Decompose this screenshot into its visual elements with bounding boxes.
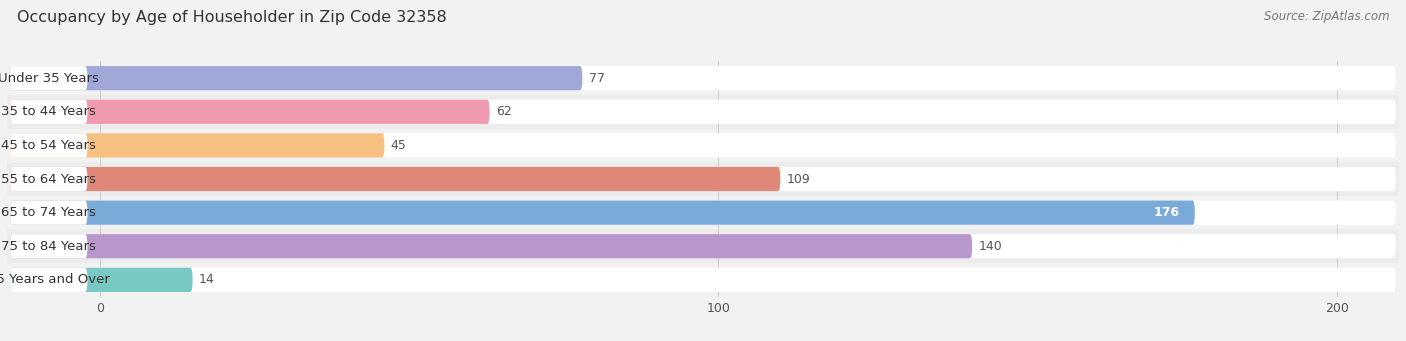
Text: 176: 176 [1153, 206, 1180, 219]
FancyBboxPatch shape [10, 167, 780, 191]
FancyBboxPatch shape [10, 133, 1396, 158]
FancyBboxPatch shape [7, 229, 1399, 263]
FancyBboxPatch shape [10, 234, 972, 258]
Text: 45: 45 [391, 139, 406, 152]
FancyBboxPatch shape [7, 95, 1399, 129]
FancyBboxPatch shape [10, 268, 193, 292]
FancyBboxPatch shape [7, 196, 1399, 229]
Text: 77: 77 [589, 72, 605, 85]
FancyBboxPatch shape [10, 234, 87, 258]
FancyBboxPatch shape [10, 133, 384, 158]
Text: 85 Years and Over: 85 Years and Over [0, 273, 110, 286]
Text: Occupancy by Age of Householder in Zip Code 32358: Occupancy by Age of Householder in Zip C… [17, 10, 447, 25]
FancyBboxPatch shape [7, 162, 1399, 196]
Text: 75 to 84 Years: 75 to 84 Years [1, 240, 96, 253]
FancyBboxPatch shape [10, 66, 582, 90]
FancyBboxPatch shape [10, 66, 87, 90]
Text: 109: 109 [786, 173, 810, 186]
Text: 45 to 54 Years: 45 to 54 Years [1, 139, 96, 152]
Text: 62: 62 [496, 105, 512, 118]
FancyBboxPatch shape [10, 167, 87, 191]
FancyBboxPatch shape [10, 234, 1396, 258]
FancyBboxPatch shape [10, 268, 1396, 292]
Text: 65 to 74 Years: 65 to 74 Years [1, 206, 96, 219]
FancyBboxPatch shape [10, 100, 87, 124]
FancyBboxPatch shape [10, 66, 1396, 90]
Text: Under 35 Years: Under 35 Years [0, 72, 100, 85]
FancyBboxPatch shape [10, 201, 1195, 225]
FancyBboxPatch shape [7, 129, 1399, 162]
FancyBboxPatch shape [10, 201, 1396, 225]
Text: Source: ZipAtlas.com: Source: ZipAtlas.com [1264, 10, 1389, 23]
FancyBboxPatch shape [10, 201, 87, 225]
Text: 55 to 64 Years: 55 to 64 Years [1, 173, 96, 186]
Text: 14: 14 [198, 273, 215, 286]
FancyBboxPatch shape [10, 100, 489, 124]
Text: 35 to 44 Years: 35 to 44 Years [1, 105, 96, 118]
FancyBboxPatch shape [7, 61, 1399, 95]
FancyBboxPatch shape [10, 133, 87, 158]
FancyBboxPatch shape [10, 268, 87, 292]
FancyBboxPatch shape [7, 263, 1399, 297]
FancyBboxPatch shape [10, 167, 1396, 191]
FancyBboxPatch shape [10, 100, 1396, 124]
Text: 140: 140 [979, 240, 1002, 253]
